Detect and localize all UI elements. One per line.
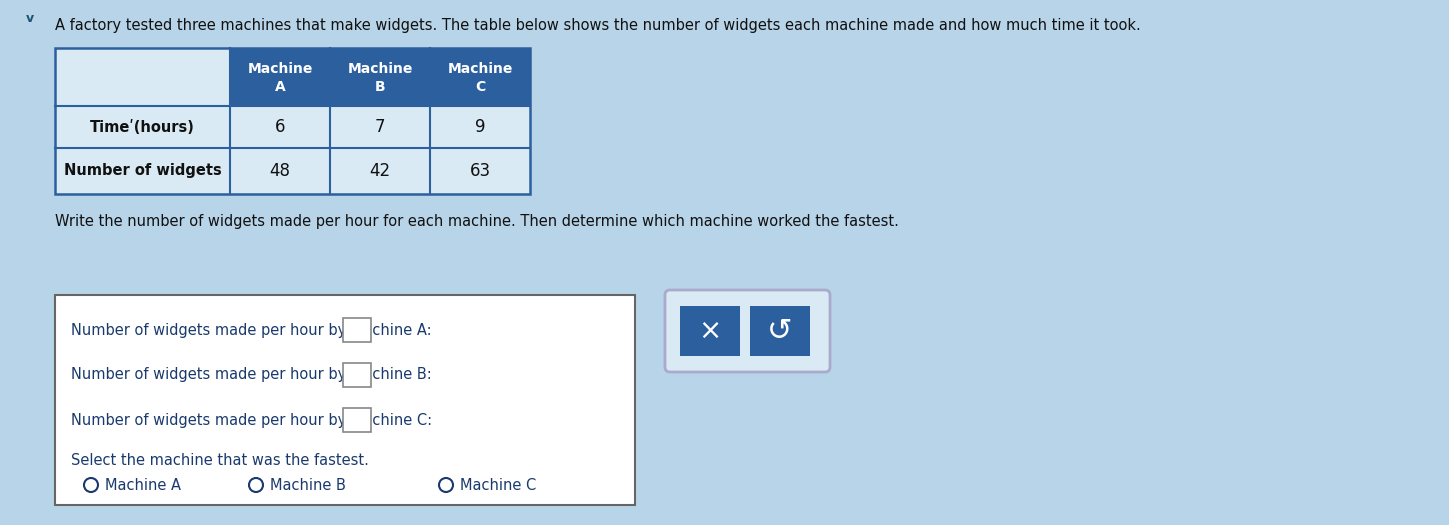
Text: Machine: Machine xyxy=(348,62,413,76)
Text: ↺: ↺ xyxy=(768,317,793,345)
Circle shape xyxy=(439,478,454,492)
Text: Machine: Machine xyxy=(248,62,313,76)
Bar xyxy=(55,148,530,194)
Text: A: A xyxy=(275,80,285,94)
Bar xyxy=(55,295,635,505)
Bar xyxy=(230,48,530,106)
Circle shape xyxy=(249,478,264,492)
Text: Number of widgets made per hour by Machine B:: Number of widgets made per hour by Machi… xyxy=(71,368,432,383)
Text: C: C xyxy=(475,80,485,94)
Bar xyxy=(751,306,810,356)
Text: Number of widgets: Number of widgets xyxy=(64,163,222,179)
Bar xyxy=(55,106,530,148)
Bar xyxy=(55,48,230,106)
Text: A factory tested three machines that make widgets. The table below shows the num: A factory tested three machines that mak… xyxy=(55,18,1140,33)
Text: v: v xyxy=(26,12,35,25)
Text: 63: 63 xyxy=(469,162,491,180)
Text: 6: 6 xyxy=(275,118,285,136)
Circle shape xyxy=(84,478,99,492)
Text: 7: 7 xyxy=(375,118,385,136)
Text: Machine A: Machine A xyxy=(104,478,181,492)
Text: B: B xyxy=(375,80,385,94)
Text: 9: 9 xyxy=(475,118,485,136)
Bar xyxy=(55,48,530,194)
Text: 48: 48 xyxy=(270,162,290,180)
Text: Select the machine that was the fastest.: Select the machine that was the fastest. xyxy=(71,453,369,468)
Text: Timeʹ(hours): Timeʹ(hours) xyxy=(90,120,196,134)
Text: Machine: Machine xyxy=(448,62,513,76)
Bar xyxy=(680,306,740,356)
Bar xyxy=(343,408,371,432)
Text: Number of widgets made per hour by Machine C:: Number of widgets made per hour by Machi… xyxy=(71,413,432,427)
Text: Machine C: Machine C xyxy=(459,478,536,492)
Text: Machine B: Machine B xyxy=(270,478,346,492)
Bar xyxy=(343,318,371,342)
FancyBboxPatch shape xyxy=(665,290,830,372)
Text: 42: 42 xyxy=(369,162,391,180)
Text: Write the number of widgets made per hour for each machine. Then determine which: Write the number of widgets made per hou… xyxy=(55,214,898,229)
Bar xyxy=(343,363,371,387)
Text: Number of widgets made per hour by Machine A:: Number of widgets made per hour by Machi… xyxy=(71,322,432,338)
Text: ×: × xyxy=(698,317,722,345)
